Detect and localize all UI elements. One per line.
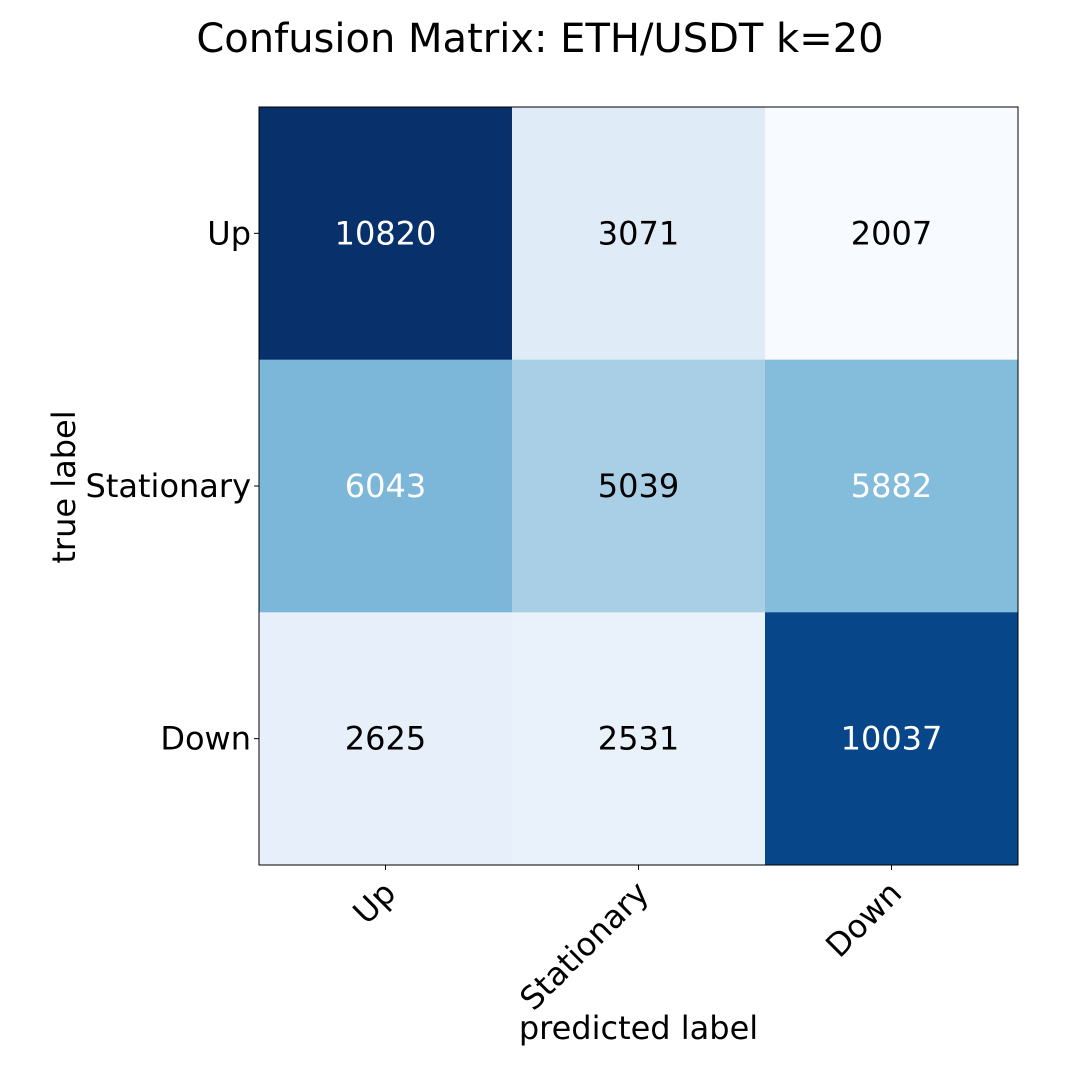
chart-title: Confusion Matrix: ETH/USDT k=20	[196, 16, 883, 62]
y-axis-ticks: Up Stationary Down	[86, 214, 259, 758]
cell-value-down-stationary: 2531	[598, 720, 679, 758]
cell-value-stationary-stationary: 5039	[598, 467, 679, 505]
cell-down-up	[259, 612, 513, 866]
y-tick-label-up: Up	[207, 214, 251, 252]
cell-value-up-stationary: 3071	[598, 214, 679, 252]
cell-value-stationary-up: 6043	[345, 467, 426, 505]
cell-down-down	[765, 612, 1019, 866]
x-axis-ticks: Up Stationary Down	[345, 865, 909, 1018]
y-tick-label-down: Down	[160, 720, 251, 758]
x-tick-label-down: Down	[818, 874, 909, 965]
cell-down-stationary	[512, 612, 766, 866]
x-axis-label: predicted label	[519, 1009, 758, 1047]
x-tick-label-up: Up	[345, 874, 403, 932]
cell-value-down-down: 10037	[841, 720, 943, 758]
cell-stationary-up	[259, 359, 513, 613]
cell-up-stationary	[512, 107, 766, 361]
y-axis-label: true label	[45, 410, 83, 563]
cell-up-down	[765, 107, 1019, 361]
y-tick-label-stationary: Stationary	[86, 467, 251, 505]
x-tick-label-stationary: Stationary	[512, 874, 656, 1018]
heatmap-cells	[259, 107, 1019, 866]
cell-stationary-down	[765, 359, 1019, 613]
cell-value-down-up: 2625	[345, 720, 426, 758]
cell-annotations: 10820 3071 2007 6043 5039 5882 2625 2531 10037	[335, 214, 943, 757]
cell-value-stationary-down: 5882	[851, 467, 932, 505]
cell-up-up	[259, 107, 513, 361]
cell-value-up-down: 2007	[851, 214, 932, 252]
cell-value-up-up: 10820	[335, 214, 437, 252]
cell-stationary-stationary	[512, 359, 766, 613]
